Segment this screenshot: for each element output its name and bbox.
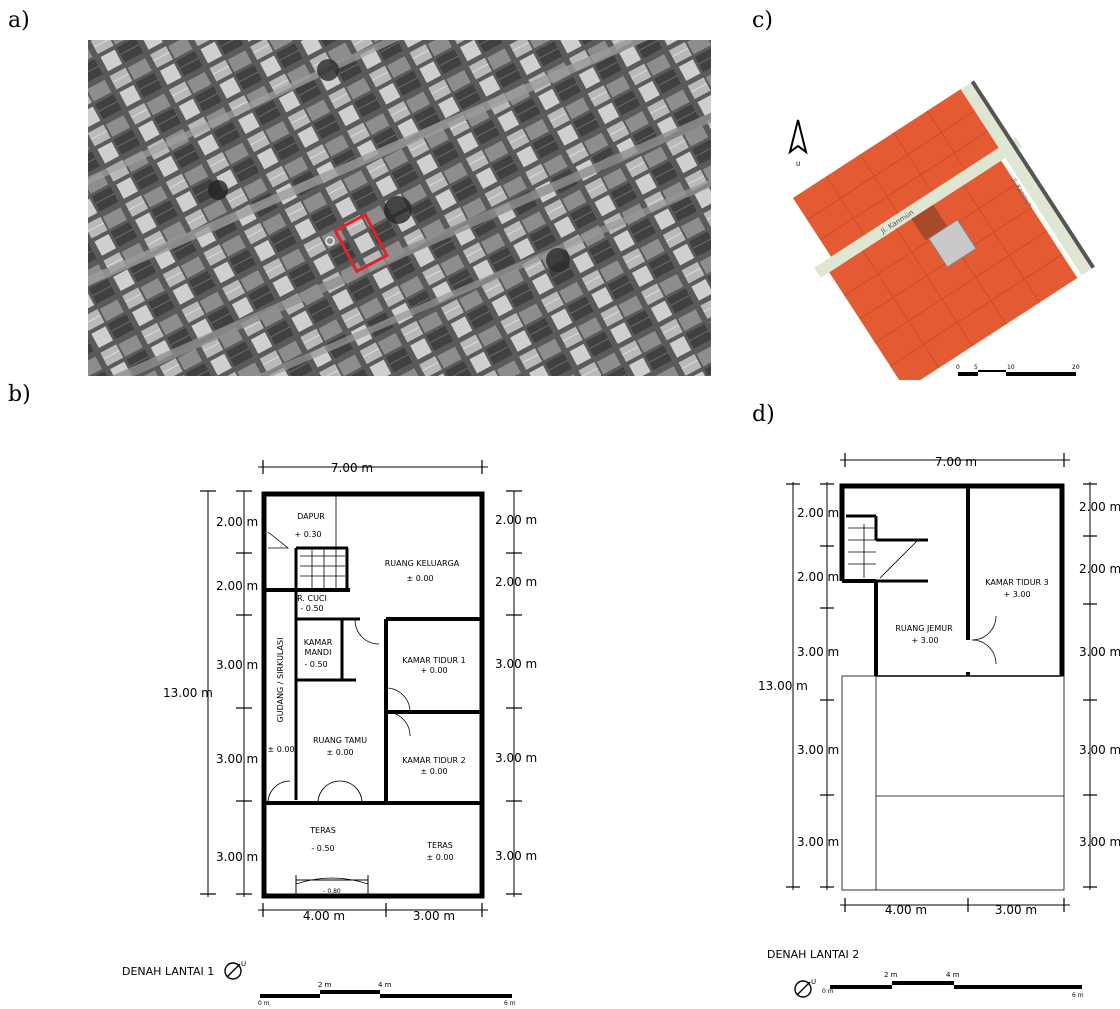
dimension-label: 2.00 m <box>1079 500 1120 514</box>
room-cuci: R. CUCI <box>297 594 327 603</box>
floor-plan-1: DAPUR + 0.30 RUANG KELUARGA ± 0.00 R. CU… <box>122 460 537 1007</box>
dimension-label: 6 m <box>1072 992 1084 999</box>
dimension-label: 3.00 m <box>1079 743 1120 757</box>
dimension-label: 2.00 m <box>797 570 839 584</box>
room-dapur-level: + 0.30 <box>294 530 321 539</box>
room-kt1-level: + 0.00 <box>420 666 447 675</box>
room-mandi-2: MANDI <box>305 648 332 657</box>
room-gudang: GUDANG / SIRKULASI <box>276 638 285 723</box>
north-arrow-icon <box>788 119 808 155</box>
dimension-label: 2.00 m <box>495 513 537 527</box>
dimension-label: 3.00 m <box>413 909 455 923</box>
room-kt2-level: ± 0.00 <box>420 767 447 776</box>
dimension-label: 3.00 m <box>495 657 537 671</box>
room-teras-left: TERAS <box>309 826 336 835</box>
room-tamu: RUANG TAMU <box>313 736 367 745</box>
room-gudang-level: ± 0.00 <box>267 745 294 754</box>
plan2-north-label: U <box>811 978 816 986</box>
plan2-dimension-lines <box>786 453 1097 912</box>
panel-label-a: a) <box>8 8 30 33</box>
dimension-label: 0 m <box>822 988 834 995</box>
dimension-label: 2.00 m <box>797 506 839 520</box>
room-keluarga-level: ± 0.00 <box>406 574 433 583</box>
north-label: U <box>796 161 800 168</box>
dimension-label: 4.00 m <box>303 909 345 923</box>
dimension-label: 2.00 m <box>216 579 258 593</box>
room-kt2: KAMAR TIDUR 2 <box>402 756 466 765</box>
plan2-title: DENAH LANTAI 2 <box>767 948 859 961</box>
dimension-label: 3.00 m <box>1079 835 1120 849</box>
site-scale-bar: 0 5 10 20 <box>956 364 1080 376</box>
dimension-label: 2 m <box>884 971 898 979</box>
site-map-drawing: U Jl. Kanmun Jl. Kanmun <box>788 80 1095 390</box>
dimension-label: 0 m <box>258 1000 270 1007</box>
room-jemur: RUANG JEMUR <box>895 624 953 633</box>
plan1-dimension-lines <box>200 460 522 917</box>
plan1-scale-bar: 0 m 2 m 4 m 6 m <box>258 981 516 1007</box>
room-jemur-level: + 3.00 <box>911 636 938 645</box>
north-compass-icon <box>224 962 242 980</box>
plan1-dim-width: 7.00 m <box>331 461 373 475</box>
dimension-label: 4 m <box>946 971 960 979</box>
plan1-walls <box>261 491 485 899</box>
aerial-photo <box>88 40 711 376</box>
panel-label-d: d) <box>752 402 775 427</box>
dimension-label: 10 <box>1007 364 1015 371</box>
dimension-label: 3.00 m <box>797 743 839 757</box>
dimension-label: 4 m <box>378 981 392 989</box>
room-kt3-level: + 3.00 <box>1003 590 1030 599</box>
dimension-label: 3.00 m <box>216 658 258 672</box>
plan2-scale-bar: 0 m 2 m 4 m 6 m <box>822 971 1084 999</box>
dimension-label: 3.00 m <box>216 752 258 766</box>
plan2-walls <box>839 483 1065 891</box>
aerial-photo-drawing <box>88 40 711 376</box>
plan1-title: DENAH LANTAI 1 <box>122 965 214 978</box>
step-level: - 0.80 <box>323 888 341 895</box>
north-compass-icon <box>794 980 812 998</box>
dimension-label: 2.00 m <box>495 575 537 589</box>
room-teras-right-level: ± 0.00 <box>426 853 453 862</box>
dimension-label: 3.00 m <box>797 645 839 659</box>
plan2-dim-width: 7.00 m <box>935 455 977 469</box>
floor-plan-2: RUANG JEMUR + 3.00 KAMAR TIDUR 3 + 3.00 … <box>758 453 1120 999</box>
dimension-label: 3.00 m <box>495 849 537 863</box>
dimension-label: 2.00 m <box>216 515 258 529</box>
dimension-label: 2 m <box>318 981 332 989</box>
plan2-dim-total-height: 13.00 m <box>758 679 808 693</box>
plan1-north-label: U <box>241 960 246 968</box>
room-teras-left-level: - 0.50 <box>311 844 334 853</box>
panel-label-c: c) <box>752 8 773 33</box>
site-highlight <box>333 212 389 274</box>
room-kt1: KAMAR TIDUR 1 <box>402 656 466 665</box>
dimension-label: 3.00 m <box>797 835 839 849</box>
room-mandi-level: - 0.50 <box>304 660 327 669</box>
dimension-label: 0 <box>956 364 960 371</box>
dimension-label: 20 <box>1072 364 1080 371</box>
plan1-dim-total-height: 13.00 m <box>163 686 213 700</box>
dimension-label: 3.00 m <box>495 751 537 765</box>
dimension-label: 3.00 m <box>995 903 1037 917</box>
dimension-label: 5 <box>974 364 978 371</box>
room-cuci-level: - 0.50 <box>300 604 323 613</box>
panel-label-b: b) <box>8 382 31 407</box>
room-keluarga: RUANG KELUARGA <box>385 559 460 568</box>
room-dapur: DAPUR <box>297 512 325 521</box>
dimension-label: 3.00 m <box>216 850 258 864</box>
room-tamu-level: ± 0.00 <box>326 748 353 757</box>
dimension-label: 4.00 m <box>885 903 927 917</box>
room-mandi-1: KAMAR <box>304 638 333 647</box>
dimension-label: 3.00 m <box>1079 645 1120 659</box>
dimension-label: 2.00 m <box>1079 562 1120 576</box>
room-kt3: KAMAR TIDUR 3 <box>985 578 1049 587</box>
site-map: U Jl. Kanmun Jl. Kanmun <box>760 80 1100 390</box>
dimension-label: 6 m <box>504 1000 516 1007</box>
room-teras-right: TERAS <box>426 841 453 850</box>
